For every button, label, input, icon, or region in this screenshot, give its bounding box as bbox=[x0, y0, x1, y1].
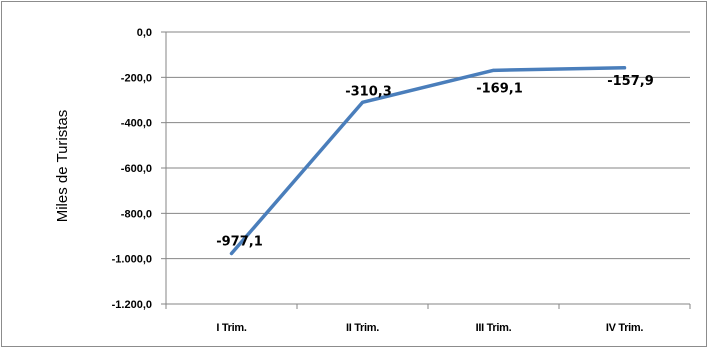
y-tick-label: -1.000,0 bbox=[112, 254, 152, 266]
chart-frame bbox=[1, 1, 707, 347]
x-category-label: I Trim. bbox=[216, 322, 247, 334]
y-axis-title: Miles de Turistas bbox=[54, 110, 71, 223]
y-tick-label: -400,0 bbox=[121, 118, 152, 130]
y-tick-label: -1.200,0 bbox=[112, 299, 152, 311]
data-labels: -977,1 -310,3 -169,1 -157,9 bbox=[216, 74, 654, 250]
data-label: -310,3 bbox=[345, 84, 392, 99]
x-category-label: III Trim. bbox=[476, 322, 512, 334]
data-point bbox=[623, 66, 626, 70]
series-line bbox=[229, 66, 627, 256]
x-category-label: IV Trim. bbox=[606, 322, 644, 334]
data-point bbox=[492, 68, 495, 72]
series-group bbox=[229, 66, 627, 256]
data-label: -169,1 bbox=[476, 81, 523, 96]
x-category-labels: I Trim. II Trim. III Trim. IV Trim. bbox=[216, 322, 643, 334]
y-tick-label: 0,0 bbox=[137, 27, 152, 39]
y-tick-label: -200,0 bbox=[121, 72, 152, 84]
data-point bbox=[361, 100, 364, 104]
data-point bbox=[230, 251, 233, 255]
y-tick-label: -600,0 bbox=[121, 163, 152, 175]
data-label: -157,9 bbox=[607, 74, 654, 89]
gridlines bbox=[161, 31, 691, 309]
data-label: -977,1 bbox=[216, 234, 263, 249]
y-tick-label: -800,0 bbox=[121, 208, 152, 220]
y-tick-labels: 0,0 -200,0 -400,0 -600,0 -800,0 -1.000,0 -1.20… bbox=[112, 27, 152, 311]
x-category-label: II Trim. bbox=[346, 322, 379, 334]
